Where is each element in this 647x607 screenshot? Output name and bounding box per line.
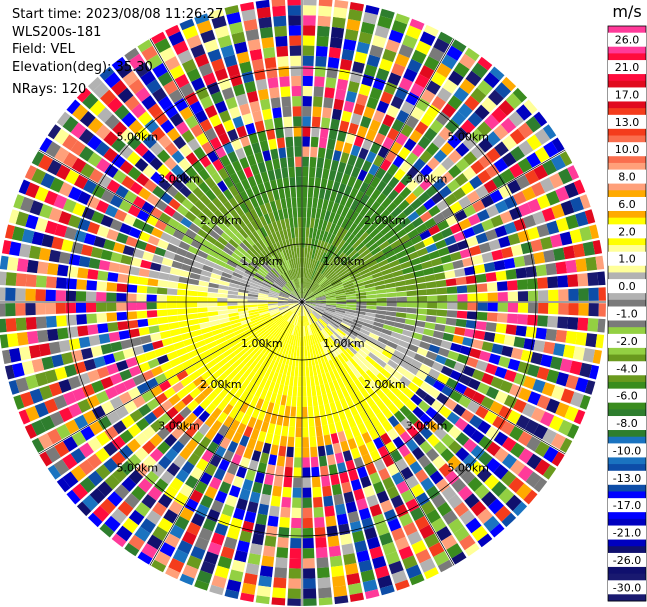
range-label: 2.00km bbox=[364, 378, 406, 391]
range-labels: 1.00km 2.00km 3.00km 5.00km 1.00km 2.00km 3.00… bbox=[117, 131, 489, 475]
colorbar-tick-label: -6.0 bbox=[616, 390, 637, 403]
range-label: 5.00km bbox=[117, 131, 159, 144]
scan-info: Start time: 2023/08/08 11:26:27 WLS200s-… bbox=[12, 6, 223, 99]
instrument-label: WLS200s-181 bbox=[12, 24, 102, 40]
range-label: 5.00km bbox=[117, 461, 159, 474]
range-label: 3.00km bbox=[406, 420, 448, 433]
colorbar-tick-label: -2.0 bbox=[616, 335, 637, 348]
range-label: 5.00km bbox=[447, 461, 489, 474]
colorbar-tick-label: 8.0 bbox=[618, 171, 636, 184]
colorbar-tick-label: -10.0 bbox=[613, 444, 641, 457]
range-label: 2.00km bbox=[364, 214, 406, 227]
colorbar-tick-label: 0.0 bbox=[618, 280, 636, 293]
colorbar-tick-label: 26.0 bbox=[615, 34, 640, 47]
range-label: 3.00km bbox=[406, 172, 448, 185]
colorbar-tick-label: -21.0 bbox=[613, 527, 641, 540]
elevation-label: Elevation(deg): 35.30 bbox=[12, 59, 153, 75]
range-rings bbox=[0, 0, 606, 606]
range-label: 1.00km bbox=[241, 337, 283, 350]
colorbar-tick-label: 6.0 bbox=[618, 198, 636, 211]
colorbar-tick-label: 17.0 bbox=[615, 88, 640, 101]
colorbar-tick-label: 13.0 bbox=[615, 116, 640, 129]
range-label: 1.00km bbox=[323, 255, 365, 268]
range-label: 3.00km bbox=[158, 420, 200, 433]
range-label: 5.00km bbox=[447, 131, 489, 144]
colorbar-tick-label: 2.0 bbox=[618, 225, 636, 238]
colorbar-tick-label: 21.0 bbox=[615, 61, 640, 74]
range-label: 2.00km bbox=[200, 378, 242, 391]
colorbar-tick-label: 10.0 bbox=[615, 143, 640, 156]
field-label: Field: VEL bbox=[12, 42, 75, 57]
colorbar-tick-label: -26.0 bbox=[613, 554, 641, 567]
start-time-label: Start time: 2023/08/08 11:26:27 bbox=[12, 7, 224, 22]
nrays-label: NRays: 120 bbox=[12, 82, 87, 97]
range-label: 1.00km bbox=[241, 255, 283, 268]
range-label: 3.00km bbox=[158, 172, 200, 185]
colorbar-tick-label: -8.0 bbox=[616, 417, 637, 430]
colorbar-tick-label: -30.0 bbox=[613, 581, 641, 594]
colorbar-tick-label: -4.0 bbox=[616, 362, 637, 375]
colorbar-tick-label: -1.0 bbox=[616, 308, 637, 321]
colorbar-tick-label: -13.0 bbox=[613, 472, 641, 485]
range-label: 2.00km bbox=[200, 214, 242, 227]
colorbar-unit: m/s bbox=[612, 2, 641, 21]
colorbar-tick-label: 1.0 bbox=[618, 253, 636, 266]
range-label: 1.00km bbox=[323, 337, 365, 350]
colorbar-tick-label: -17.0 bbox=[613, 499, 641, 512]
